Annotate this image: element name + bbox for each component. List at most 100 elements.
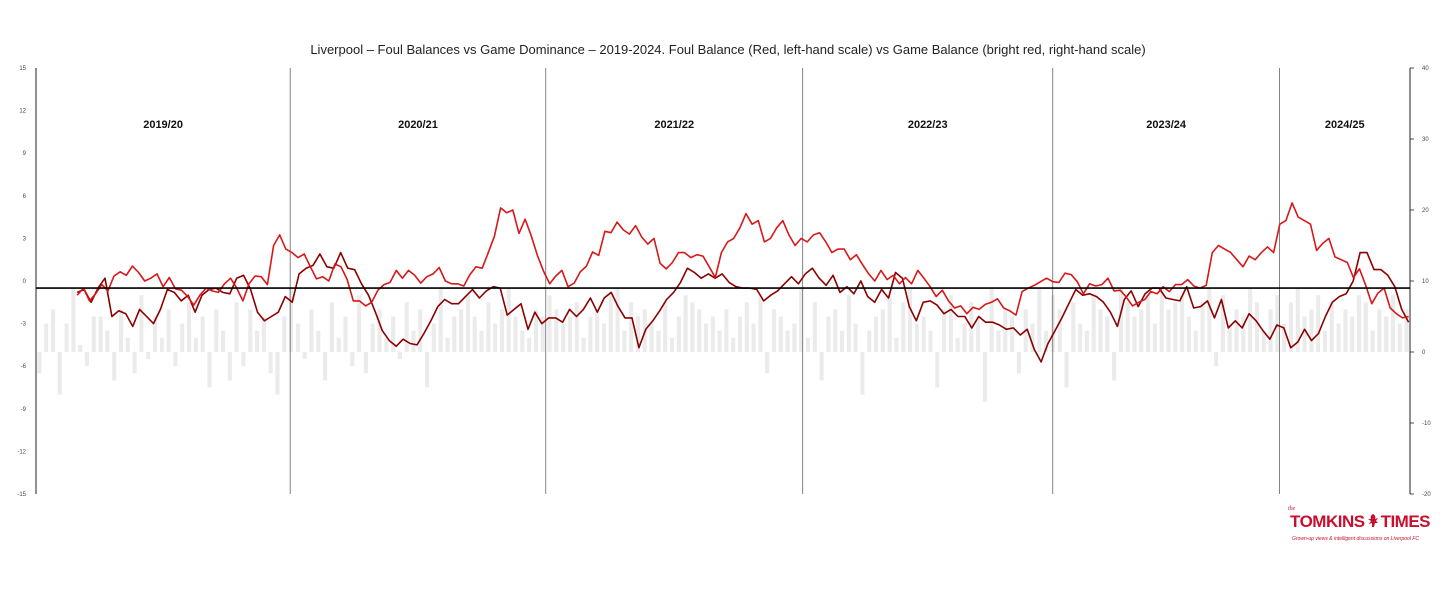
background-bar: [1220, 295, 1225, 352]
background-bar: [547, 295, 552, 352]
background-bar: [982, 352, 987, 402]
background-bar: [1078, 323, 1083, 352]
background-bar: [792, 323, 797, 352]
background-bar: [874, 316, 879, 352]
background-bar: [1010, 316, 1015, 352]
background-bar: [391, 316, 396, 352]
tomkins-times-logo: the TOMKINS TIMES Grown-up views & intell…: [1288, 506, 1431, 546]
background-bar: [737, 316, 743, 352]
background-bar: [1016, 352, 1021, 374]
background-bar: [812, 302, 817, 352]
background-bar: [1118, 288, 1123, 352]
background-bar: [357, 295, 362, 352]
background-bar: [295, 323, 300, 352]
background-bar: [785, 330, 790, 352]
background-bar: [758, 295, 763, 352]
background-bar: [309, 309, 314, 352]
background-bar: [567, 316, 572, 352]
background-bar: [1288, 302, 1294, 352]
background-bar: [452, 316, 457, 352]
background-bar: [84, 352, 90, 367]
background-bar: [302, 352, 307, 360]
background-bar: [656, 330, 661, 352]
background-bar: [1112, 352, 1117, 381]
background-bar: [411, 330, 416, 352]
background-bar: [438, 288, 443, 352]
background-bar: [935, 352, 940, 388]
background-bar: [1159, 288, 1164, 352]
right-tick-label: 0: [1422, 350, 1426, 356]
season-label: 2023/24: [1146, 119, 1187, 131]
background-bar: [778, 316, 783, 352]
background-bar: [1071, 302, 1076, 352]
background-bar: [384, 337, 389, 352]
right-tick-label: 30: [1422, 137, 1429, 143]
season-label: 2021/22: [654, 119, 694, 131]
background-bar: [261, 316, 266, 352]
background-bar: [159, 337, 164, 352]
background-bar: [105, 330, 110, 352]
right-tick-label: 10: [1422, 279, 1429, 285]
background-bar: [805, 337, 811, 352]
background-bar: [37, 352, 42, 374]
background-bar: [928, 330, 933, 352]
background-bar: [1166, 309, 1171, 352]
background-bar: [268, 352, 273, 374]
background-bar: [1282, 323, 1287, 352]
background-bar: [717, 330, 722, 352]
background-bar: [710, 316, 715, 352]
background-bar: [629, 302, 634, 352]
background-bar: [479, 330, 484, 352]
background-bar: [112, 352, 117, 381]
logo-main-left: TOMKINS: [1290, 512, 1365, 531]
background-bar: [1302, 316, 1307, 352]
background-bar: [1200, 302, 1205, 352]
background-bar: [1044, 330, 1049, 352]
background-bar: [1037, 288, 1042, 352]
background-bar: [214, 309, 219, 352]
background-bar: [1350, 316, 1355, 352]
background-bar: [377, 309, 382, 352]
background-bar: [690, 302, 695, 352]
background-bar: [588, 316, 593, 352]
background-bar: [765, 352, 770, 374]
background-bar: [499, 309, 504, 352]
background-bar: [1132, 316, 1137, 352]
background-bar: [1261, 330, 1266, 352]
background-bar: [44, 323, 49, 352]
background-bar: [1275, 295, 1280, 352]
right-tick-label: 20: [1422, 208, 1429, 214]
background-bar: [118, 309, 124, 352]
background-bar: [289, 288, 294, 352]
background-bar: [486, 302, 491, 352]
background-bar: [1180, 295, 1185, 352]
background-bar: [431, 323, 436, 352]
background-bar: [1316, 295, 1321, 352]
background-bar: [1295, 288, 1300, 352]
left-tick-label: 15: [19, 66, 26, 72]
background-bar: [350, 352, 355, 367]
background-bar: [744, 302, 749, 352]
background-bar: [914, 323, 919, 352]
background-bar: [1370, 330, 1375, 352]
background-bar: [1227, 323, 1232, 352]
chart-title: Liverpool – Foul Balances vs Game Domina…: [310, 42, 1146, 57]
season-label: 2022/23: [908, 119, 948, 131]
background-bar: [901, 302, 906, 352]
left-tick-label: -15: [17, 492, 26, 498]
logo-tagline: Grown-up views & intelligent discussions…: [1292, 536, 1420, 542]
background-bar: [1186, 316, 1191, 352]
background-bar: [193, 337, 198, 352]
background-bar: [125, 337, 130, 352]
background-bar: [976, 316, 981, 352]
background-bar: [1322, 330, 1328, 352]
background-bar: [581, 337, 586, 352]
background-bar: [1146, 295, 1151, 352]
background-bar: [1397, 323, 1402, 352]
background-bar: [1248, 288, 1253, 352]
background-bar: [683, 295, 688, 352]
background-bar: [853, 323, 858, 352]
background-bar: [255, 330, 260, 352]
